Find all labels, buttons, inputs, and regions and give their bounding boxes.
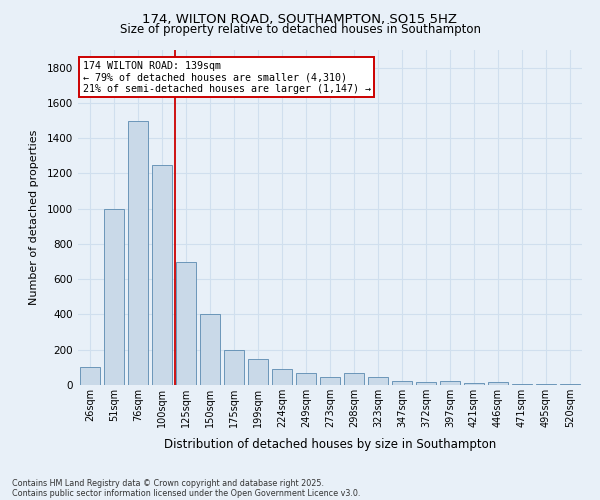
Bar — [440, 382, 460, 385]
Text: Contains public sector information licensed under the Open Government Licence v3: Contains public sector information licen… — [12, 488, 361, 498]
Y-axis label: Number of detached properties: Number of detached properties — [29, 130, 38, 305]
Bar — [200, 314, 220, 385]
Bar — [296, 372, 316, 385]
Bar — [248, 358, 268, 385]
Bar — [272, 369, 292, 385]
Bar — [464, 383, 484, 385]
Bar — [344, 372, 364, 385]
Bar — [392, 380, 412, 385]
Bar — [104, 208, 124, 385]
Bar — [320, 377, 340, 385]
Text: Contains HM Land Registry data © Crown copyright and database right 2025.: Contains HM Land Registry data © Crown c… — [12, 478, 324, 488]
Bar — [536, 384, 556, 385]
Bar — [512, 384, 532, 385]
Bar — [152, 164, 172, 385]
Bar — [488, 382, 508, 385]
X-axis label: Distribution of detached houses by size in Southampton: Distribution of detached houses by size … — [164, 438, 496, 452]
Bar — [224, 350, 244, 385]
Bar — [416, 382, 436, 385]
Text: 174, WILTON ROAD, SOUTHAMPTON, SO15 5HZ: 174, WILTON ROAD, SOUTHAMPTON, SO15 5HZ — [143, 12, 458, 26]
Text: Size of property relative to detached houses in Southampton: Size of property relative to detached ho… — [119, 22, 481, 36]
Bar — [176, 262, 196, 385]
Text: 174 WILTON ROAD: 139sqm
← 79% of detached houses are smaller (4,310)
21% of semi: 174 WILTON ROAD: 139sqm ← 79% of detache… — [83, 60, 371, 94]
Bar — [128, 120, 148, 385]
Bar — [368, 377, 388, 385]
Bar — [560, 384, 580, 385]
Bar — [80, 368, 100, 385]
